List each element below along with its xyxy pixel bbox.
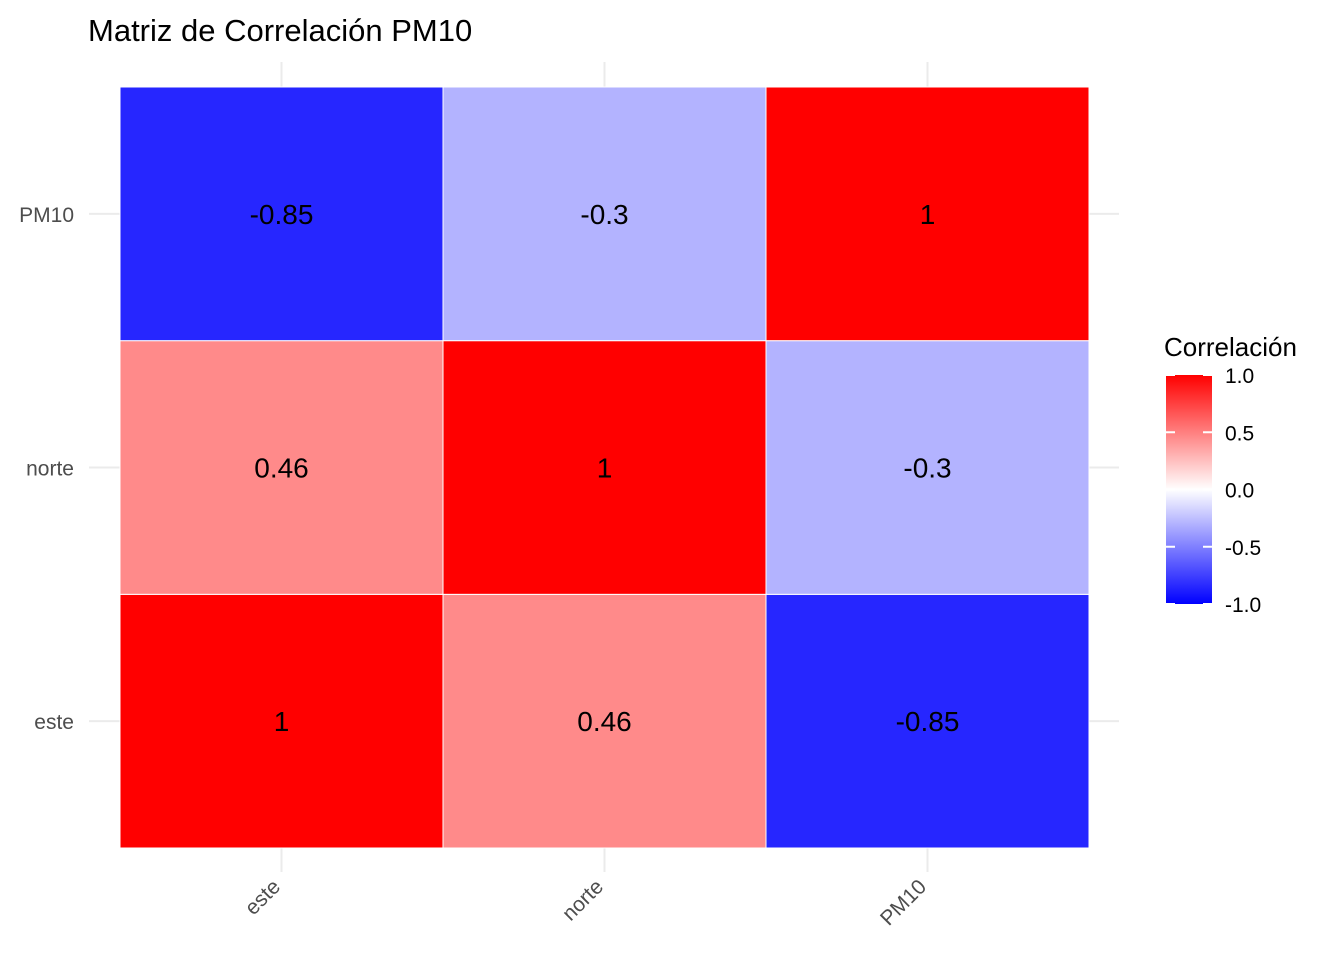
cell-label-PM10-norte: -0.3 bbox=[903, 453, 951, 484]
y-axis-ticks: este norte PM10 bbox=[19, 204, 96, 734]
legend-tick-label: -0.5 bbox=[1225, 537, 1261, 560]
heatmap-cells bbox=[119, 86, 1090, 849]
legend-title: Correlación bbox=[1164, 332, 1297, 362]
legend-tick-label: 0.0 bbox=[1225, 480, 1254, 503]
cell-label-este-este: 1 bbox=[274, 706, 290, 737]
legend-tick-label: 0.5 bbox=[1225, 422, 1254, 445]
heatmap-cell-PM10-norte bbox=[765, 340, 1090, 595]
color-legend: Correlación 1.0 0.5 0.0 -0.5 -1.0 bbox=[1164, 332, 1297, 617]
x-axis-ticks: este norte PM10 bbox=[241, 875, 931, 930]
y-tick-label: PM10 bbox=[19, 204, 74, 227]
cell-label-PM10-este: -0.85 bbox=[896, 706, 960, 737]
cell-label-norte-este: 0.46 bbox=[577, 706, 632, 737]
cell-label-norte-PM10: -0.3 bbox=[580, 199, 628, 230]
heatmap-cell-PM10-este bbox=[765, 593, 1090, 849]
x-tick-label: PM10 bbox=[876, 875, 931, 930]
heatmap-cell-norte-PM10 bbox=[442, 86, 767, 342]
y-tick-label: norte bbox=[26, 458, 74, 481]
heatmap-cell-norte-norte bbox=[442, 340, 767, 595]
cell-labels: 1 0.46 -0.85 0.46 1 -0.3 -0.85 -0.3 1 bbox=[250, 199, 960, 737]
heatmap-cell-este-PM10 bbox=[119, 86, 444, 342]
legend-tick-label: 1.0 bbox=[1225, 365, 1254, 388]
cell-label-este-norte: 0.46 bbox=[254, 453, 309, 484]
x-tick-label: norte bbox=[558, 875, 608, 925]
chart-title: Matriz de Correlación PM10 bbox=[88, 13, 472, 48]
x-tick-label: este bbox=[241, 875, 285, 919]
legend-ticks: 1.0 0.5 0.0 -0.5 -1.0 bbox=[1166, 365, 1261, 617]
cell-label-este-PM10: -0.85 bbox=[250, 199, 314, 230]
heatmap-cell-PM10-PM10 bbox=[765, 86, 1090, 342]
heatmap-cell-este-este bbox=[119, 593, 444, 849]
cell-label-PM10-PM10: 1 bbox=[920, 199, 936, 230]
cell-label-norte-norte: 1 bbox=[597, 453, 613, 484]
legend-tick-label: -1.0 bbox=[1225, 594, 1261, 617]
y-tick-label: este bbox=[34, 711, 74, 734]
